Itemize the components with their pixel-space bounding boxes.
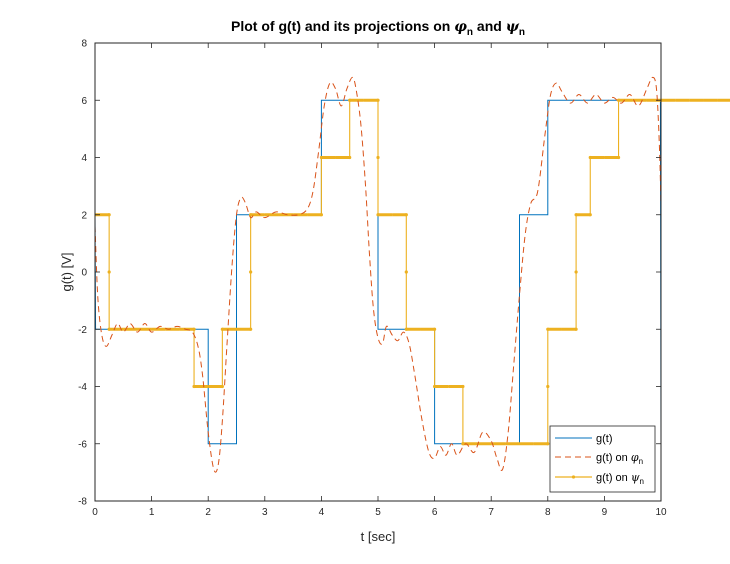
- series-psi-marker: [319, 213, 323, 217]
- legend-label-g: g(t): [596, 433, 613, 445]
- legend-label-phi: g(t) on φn: [596, 451, 643, 466]
- series-psi-marker: [461, 384, 465, 389]
- series-psi-marker: [574, 270, 578, 274]
- series-psi-marker: [107, 270, 111, 274]
- y-tick-label: 4: [81, 153, 87, 164]
- legend-phi-sub: n: [639, 457, 643, 466]
- series-psi-marker: [433, 384, 437, 389]
- legend: g(t) g(t) on φn g(t) on ψn: [549, 425, 656, 493]
- x-axis-label: t [sec]: [361, 529, 396, 544]
- tick-layer: 0 1 2 3 4 5 6 7 8 9 10 -8 -6 -4 -2 0 2 4 6 8: [78, 39, 667, 519]
- y-tick-label: 0: [81, 268, 87, 279]
- y-tick-label: 8: [81, 39, 87, 50]
- y-tick-label: -8: [78, 497, 87, 508]
- series-psi-marker: [404, 327, 408, 331]
- series-phi-line: [94, 76, 662, 473]
- y-tick-label: -2: [78, 325, 87, 336]
- series-psi-marker: [348, 98, 352, 102]
- legend-phi-main: g(t) on: [596, 452, 631, 464]
- title-psi-sub: n: [519, 27, 525, 38]
- title-phi: φ: [454, 19, 467, 35]
- series-psi-marker: [192, 384, 196, 389]
- title-psi: ψ: [506, 19, 520, 35]
- series-psi-marker: [107, 213, 111, 217]
- chart-title: Plot of g(t) and its projections on φn a…: [231, 18, 525, 38]
- series-psi-marker: [588, 155, 592, 160]
- title-phi-sub: n: [467, 27, 473, 38]
- x-tick-label: 10: [655, 507, 667, 518]
- series-psi-marker: [192, 327, 196, 331]
- title-prefix: Plot of g(t) and its projections on: [231, 18, 454, 34]
- series-psi-marker: [107, 327, 111, 331]
- x-tick-label: 6: [432, 507, 438, 518]
- y-tick-label: 6: [81, 96, 87, 107]
- legend-label-psi: g(t) on ψn: [596, 471, 644, 486]
- series-psi-marker: [249, 213, 253, 217]
- series-psi-marker: [319, 155, 323, 160]
- series-psi-marker: [404, 213, 408, 217]
- title-mid: and: [473, 18, 506, 34]
- series-psi-marker: [376, 98, 380, 102]
- x-tick-label: 8: [545, 507, 551, 518]
- x-tick-label: 0: [92, 507, 98, 518]
- x-tick-label: 7: [488, 507, 494, 518]
- series-psi-marker: [546, 442, 550, 446]
- series-psi-marker: [616, 155, 621, 160]
- x-tick-label: 4: [319, 507, 325, 518]
- x-tick-label: 9: [602, 507, 608, 518]
- y-tick-label: 2: [81, 210, 87, 221]
- series-psi-marker: [249, 270, 253, 274]
- series-psi-marker: [546, 327, 550, 331]
- x-tick-label: 3: [262, 507, 268, 518]
- legend-box: [549, 425, 656, 493]
- series-psi-marker: [588, 213, 592, 217]
- y-tick-label: -4: [78, 382, 87, 393]
- series-psi-marker: [220, 384, 224, 389]
- series-psi-marker: [546, 384, 550, 389]
- series-psi-marker: [461, 442, 465, 446]
- legend-phi-sym: φ: [631, 451, 639, 464]
- series-psi-marker: [404, 270, 408, 274]
- legend-swatch-psi-marker: [571, 475, 576, 479]
- x-tick-label: 5: [375, 507, 381, 518]
- series-psi-marker: [348, 155, 352, 160]
- x-tick-label: 2: [205, 507, 211, 518]
- y-tick-label: -6: [78, 439, 87, 450]
- legend-psi-sub: n: [640, 477, 644, 486]
- x-tick-label: 1: [149, 507, 155, 518]
- series-psi-marker: [574, 327, 578, 331]
- y-axis-label: g(t) [V]: [59, 252, 74, 291]
- legend-psi-sym: ψ: [631, 471, 640, 484]
- series-psi-marker: [433, 327, 437, 331]
- series-psi-marker: [376, 155, 380, 160]
- series-psi-marker: [376, 213, 380, 217]
- legend-psi-main: g(t) on: [596, 472, 631, 484]
- series-psi-marker: [574, 213, 578, 217]
- series-layer: [94, 76, 730, 473]
- series-psi-marker: [220, 327, 224, 331]
- series-psi-marker: [249, 327, 253, 331]
